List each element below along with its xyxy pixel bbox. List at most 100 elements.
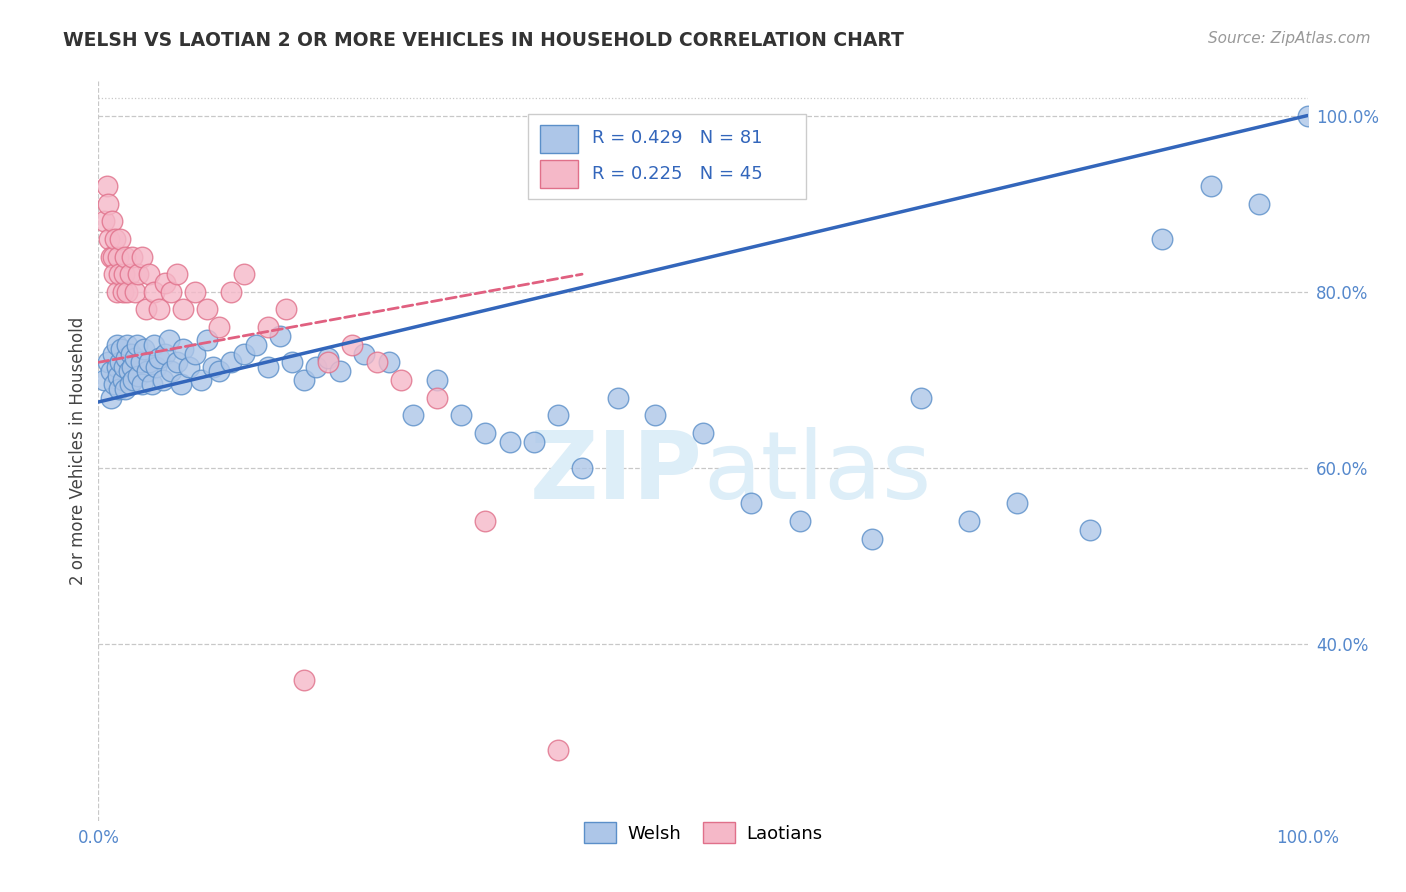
Point [389, 373, 412, 387]
Point [692, 425, 714, 440]
Point [789, 514, 811, 528]
Point [547, 408, 569, 422]
Point [124, 351, 146, 365]
Text: R = 0.429   N = 81: R = 0.429 N = 81 [592, 129, 762, 147]
Point [169, 377, 191, 392]
Point [1296, 109, 1319, 123]
Point [547, 743, 569, 757]
Point [221, 285, 243, 299]
Text: ZIP: ZIP [530, 426, 703, 518]
Point [292, 673, 315, 687]
Point [135, 302, 157, 317]
Point [305, 359, 328, 374]
Point [107, 368, 129, 383]
Point [143, 285, 166, 299]
Point [98, 232, 121, 246]
Text: WELSH VS LAOTIAN 2 OR MORE VEHICLES IN HOUSEHOLD CORRELATION CHART: WELSH VS LAOTIAN 2 OR MORE VEHICLES IN H… [63, 31, 904, 50]
Point [108, 267, 131, 281]
Point [107, 250, 129, 264]
Point [121, 359, 143, 374]
Point [957, 514, 980, 528]
Point [134, 342, 156, 356]
Point [127, 368, 149, 383]
Point [96, 179, 118, 194]
Point [111, 285, 134, 299]
Point [108, 355, 131, 369]
Point [316, 351, 339, 365]
Point [145, 359, 167, 374]
Point [166, 267, 188, 281]
Point [450, 408, 472, 422]
Point [101, 346, 124, 360]
Point [269, 329, 291, 343]
Point [127, 267, 149, 281]
Point [208, 320, 231, 334]
Point [117, 337, 139, 351]
Point [498, 434, 520, 449]
Point [256, 320, 278, 334]
Point [523, 434, 546, 449]
Point [131, 377, 153, 392]
Point [316, 355, 339, 369]
Point [112, 267, 135, 281]
Point [127, 337, 149, 351]
Y-axis label: 2 or more Vehicles in Household: 2 or more Vehicles in Household [69, 317, 87, 584]
Point [131, 250, 153, 264]
Point [105, 285, 128, 299]
Text: atlas: atlas [703, 426, 931, 518]
Point [138, 355, 160, 369]
Point [138, 267, 160, 281]
Point [111, 373, 134, 387]
Point [121, 250, 143, 264]
Point [152, 373, 174, 387]
Text: Source: ZipAtlas.com: Source: ZipAtlas.com [1208, 31, 1371, 46]
Point [329, 364, 352, 378]
Point [143, 337, 166, 351]
Point [1078, 523, 1101, 537]
Point [115, 351, 138, 365]
Point [179, 359, 201, 374]
Point [232, 267, 254, 281]
Point [202, 359, 225, 374]
Point [110, 342, 132, 356]
Point [93, 373, 115, 387]
Legend: Welsh, Laotians: Welsh, Laotians [575, 814, 831, 853]
Point [157, 333, 180, 347]
Point [108, 232, 131, 246]
Point [195, 333, 218, 347]
Point [103, 267, 125, 281]
Point [221, 355, 243, 369]
Bar [540, 125, 578, 153]
Point [740, 496, 762, 510]
Point [184, 285, 207, 299]
Point [117, 285, 139, 299]
Point [232, 346, 254, 360]
Point [122, 373, 145, 387]
Point [141, 377, 163, 392]
Point [256, 359, 278, 374]
Point [1199, 179, 1222, 194]
Point [166, 355, 188, 369]
Point [426, 391, 449, 405]
Point [105, 359, 128, 374]
Point [124, 285, 146, 299]
Point [97, 196, 120, 211]
Point [114, 382, 136, 396]
Point [135, 364, 157, 378]
Point [118, 377, 141, 392]
Point [377, 355, 399, 369]
Point [474, 425, 496, 440]
Point [148, 302, 170, 317]
Point [114, 250, 136, 264]
Point [571, 461, 593, 475]
Point [112, 359, 135, 374]
Point [860, 532, 883, 546]
Point [105, 337, 128, 351]
Point [910, 391, 932, 405]
Point [153, 276, 176, 290]
Point [208, 364, 231, 378]
Point [120, 346, 142, 360]
Point [366, 355, 388, 369]
Point [474, 514, 496, 528]
Point [195, 302, 218, 317]
